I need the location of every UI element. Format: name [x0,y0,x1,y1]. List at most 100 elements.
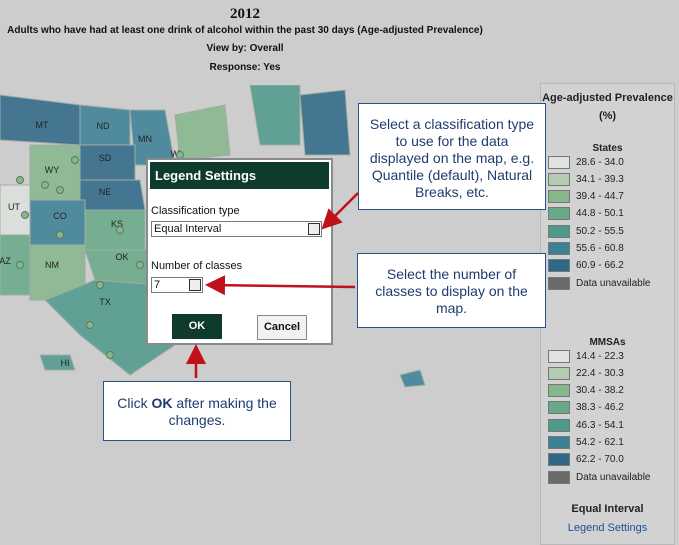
legend-settings-link[interactable]: Legend Settings [567,522,648,534]
legend-swatch [548,470,570,484]
legend-item: 60.9 - 66.2 [548,259,624,273]
legend-item: 62.2 - 70.0 [548,453,624,467]
state-label: OK [115,252,128,262]
classification-method: Equal Interval [571,503,644,515]
legend-label: 60.9 - 66.2 [576,260,624,272]
legend-item: 38.3 - 46.2 [548,401,624,415]
select-value: Equal Interval [154,223,222,235]
legend-item: Data unavailable [548,470,651,484]
legend-swatch [548,259,570,273]
callout-ok: Click OK after making the changes. [103,381,291,441]
state-label: HI [61,358,70,368]
map: MT ND MN SD WY WI NE UT CO KS AZ NM OK TX HI [0,85,426,388]
mmsa-dot [71,156,79,164]
classification-select[interactable]: Equal Interval [151,221,322,237]
legend-label: 30.4 - 38.2 [576,385,624,397]
legend-swatch [548,401,570,415]
mmsa-dot [56,231,64,239]
legend-swatch [548,172,570,186]
mmsas-label: MMSAs [589,337,626,348]
legend-label: 38.3 - 46.2 [576,402,624,414]
year: 2012 [230,6,260,22]
legend-unit: (%) [598,110,617,122]
mmsa-dot [106,351,114,359]
legend-swatch [548,276,570,290]
callout-line: Select a classification type [369,116,535,132]
legend-swatch [548,155,570,169]
cancel-button[interactable]: Cancel [257,315,307,340]
state-label: WY [45,165,60,175]
legend-swatch [548,436,570,449]
state-label: UT [8,202,20,212]
legend-label: 39.4 - 44.7 [576,191,624,203]
state-label: KS [111,219,123,229]
legend-item: 34.1 - 39.3 [548,172,624,186]
state-label: MN [138,134,152,144]
callout-text-bold: OK [151,395,173,411]
mmsa-dot [41,181,49,189]
legend-label: 46.3 - 54.1 [576,419,624,431]
mmsa-dot [86,321,94,329]
legend-item: Data unavailable [548,276,651,290]
legend-swatch [548,349,570,363]
legend-item: 46.3 - 54.1 [548,418,624,432]
state-label: CO [53,211,67,221]
legend-swatch [548,384,570,398]
mmsa-dot [136,261,144,269]
legend-swatch [548,366,570,380]
dialog-title: Legend Settings [150,162,329,189]
dropdown-arrow [189,279,201,291]
legend-item: 44.8 - 50.1 [548,207,624,221]
legend-swatch [548,242,570,255]
legend-item: 22.4 - 30.3 [548,366,624,380]
callout-line: map. [435,300,468,316]
callout-line: Quantile (default), Natural [371,167,533,183]
state-label: ND [97,121,110,131]
mmsa-dot [56,186,64,194]
mmsa-dot [16,176,24,184]
classification-label: Classification type [151,205,240,217]
legend-label: 14.4 - 22.3 [576,350,624,362]
legend-item: 14.4 - 22.3 [548,349,624,363]
state-label: WI [171,149,182,159]
legend-label: 22.4 - 30.3 [576,367,624,379]
legend-item: 28.6 - 34.0 [548,155,624,169]
states-label: States [592,143,623,154]
callout-classification: Select a classification type to use for t… [358,103,546,210]
map-shapes [0,85,426,388]
legend-item: 54.2 - 62.1 [548,436,624,450]
dropdown-arrow [308,223,320,235]
legend-label: Data unavailable [576,471,651,483]
state-label: TX [99,297,111,307]
classes-select[interactable]: 7 [151,277,203,293]
ok-button[interactable]: OK [172,314,222,339]
legend-panel: Age-adjusted Prevalence (%) States MMSAs… [540,83,675,545]
legend-label: 62.2 - 70.0 [576,454,624,466]
legend-item: 39.4 - 44.7 [548,190,624,204]
legend-label: Data unavailable [576,277,651,289]
legend-label: 55.6 - 60.8 [576,243,624,254]
state-label: AZ [0,256,11,266]
legend-item: 55.6 - 60.8 [548,242,624,256]
callout-classes: Select the number of classes to display o… [357,253,546,328]
mmsa-dot [21,211,29,219]
legend-label: 28.6 - 34.0 [576,156,624,168]
callout-text: changes. [168,412,226,428]
callout-line: to use for the data [395,133,509,149]
callout-text: after making the [172,395,277,411]
legend-swatch [548,418,570,432]
view-by: View by: Overall [206,43,284,54]
callout-line: Select the number of [386,266,517,282]
legend-label: 44.8 - 50.1 [576,208,624,220]
legend-label: 34.1 - 39.3 [576,173,624,185]
legend-swatch [548,224,570,238]
callout-line: Breaks, etc. [415,184,489,200]
callout-line: displayed on the map, e.g. [369,150,535,166]
mmsa-dot [116,226,124,234]
callout-line: classes to display on the [375,283,528,299]
state-label: MT [36,120,49,130]
legend-swatch [548,453,570,467]
state-label: NE [99,187,112,197]
callout-text: Click [117,395,152,411]
